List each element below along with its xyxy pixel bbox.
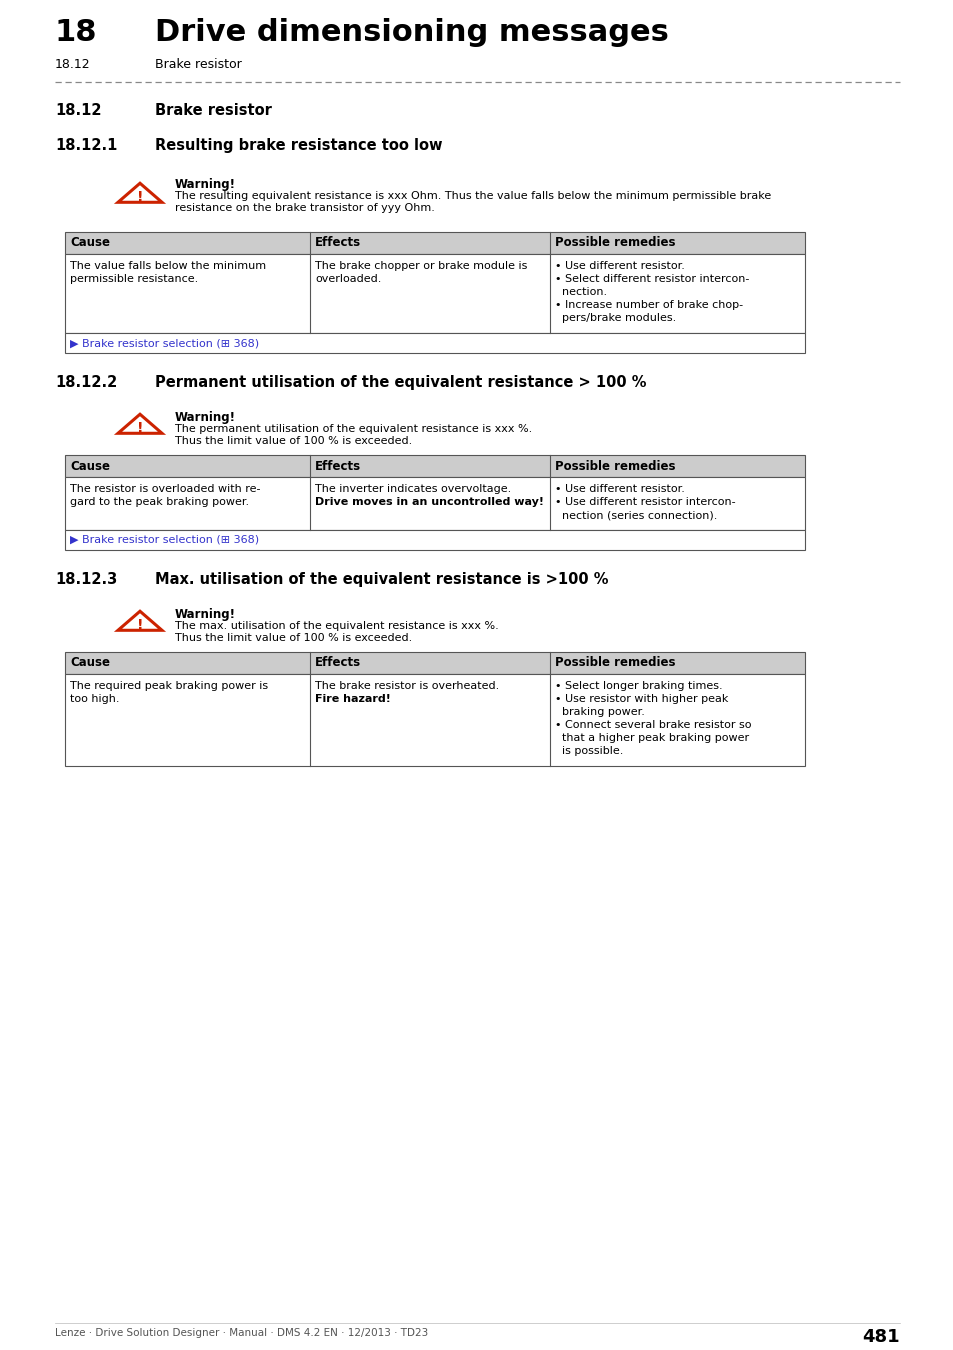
Text: • Connect several brake resistor so: • Connect several brake resistor so <box>555 720 751 730</box>
Text: The max. utilisation of the equivalent resistance is xxx %.: The max. utilisation of the equivalent r… <box>174 621 498 630</box>
Text: Possible remedies: Possible remedies <box>555 656 675 670</box>
Text: 18.12: 18.12 <box>55 58 91 72</box>
Text: Lenze · Drive Solution Designer · Manual · DMS 4.2 EN · 12/2013 · TD23: Lenze · Drive Solution Designer · Manual… <box>55 1328 428 1338</box>
Text: The resulting equivalent resistance is xxx Ohm. Thus the value falls below the m: The resulting equivalent resistance is x… <box>174 190 770 201</box>
Bar <box>65 674 804 765</box>
Text: Cause: Cause <box>70 656 110 670</box>
Text: overloaded.: overloaded. <box>314 274 381 284</box>
Text: • Select longer braking times.: • Select longer braking times. <box>555 680 721 691</box>
Bar <box>65 531 804 549</box>
Bar <box>65 333 804 352</box>
Text: Fire hazard!: Fire hazard! <box>314 694 391 703</box>
Text: Possible remedies: Possible remedies <box>555 459 675 472</box>
Text: Drive dimensioning messages: Drive dimensioning messages <box>154 18 668 47</box>
Polygon shape <box>118 184 162 202</box>
Text: !: ! <box>136 190 143 204</box>
Text: 18.12.1: 18.12.1 <box>55 138 117 153</box>
Text: 18.12.3: 18.12.3 <box>55 572 117 587</box>
Text: Cause: Cause <box>70 236 110 250</box>
Text: Thus the limit value of 100 % is exceeded.: Thus the limit value of 100 % is exceede… <box>174 633 412 643</box>
Text: The required peak braking power is: The required peak braking power is <box>70 680 268 691</box>
Polygon shape <box>118 612 162 630</box>
Text: nection (series connection).: nection (series connection). <box>555 510 717 520</box>
Text: gard to the peak braking power.: gard to the peak braking power. <box>70 497 249 508</box>
Text: • Increase number of brake chop-: • Increase number of brake chop- <box>555 300 742 310</box>
Text: braking power.: braking power. <box>555 707 644 717</box>
Text: The value falls below the minimum: The value falls below the minimum <box>70 261 266 271</box>
Text: Warning!: Warning! <box>174 410 235 424</box>
Text: Brake resistor: Brake resistor <box>154 103 272 117</box>
Text: Cause: Cause <box>70 459 110 472</box>
Text: The inverter indicates overvoltage.: The inverter indicates overvoltage. <box>314 485 511 494</box>
Text: Effects: Effects <box>314 236 361 250</box>
Text: Effects: Effects <box>314 656 361 670</box>
Text: 18: 18 <box>55 18 97 47</box>
Text: too high.: too high. <box>70 694 119 703</box>
Text: Drive moves in an uncontrolled way!: Drive moves in an uncontrolled way! <box>314 497 543 508</box>
Bar <box>65 455 804 477</box>
Text: Warning!: Warning! <box>174 608 235 621</box>
Text: Resulting brake resistance too low: Resulting brake resistance too low <box>154 138 442 153</box>
Text: resistance on the brake transistor of yyy Ohm.: resistance on the brake transistor of yy… <box>174 202 435 213</box>
Text: • Use different resistor.: • Use different resistor. <box>555 485 684 494</box>
Text: • Select different resistor intercon-: • Select different resistor intercon- <box>555 274 749 284</box>
Bar <box>65 254 804 333</box>
Text: 481: 481 <box>862 1328 899 1346</box>
Text: ▶ Brake resistor selection (⊞ 368): ▶ Brake resistor selection (⊞ 368) <box>70 535 259 545</box>
Text: !: ! <box>136 618 143 632</box>
Polygon shape <box>118 414 162 433</box>
Text: Effects: Effects <box>314 459 361 472</box>
Text: Max. utilisation of the equivalent resistance is >100 %: Max. utilisation of the equivalent resis… <box>154 572 608 587</box>
Text: The brake chopper or brake module is: The brake chopper or brake module is <box>314 261 527 271</box>
Text: that a higher peak braking power: that a higher peak braking power <box>555 733 748 743</box>
Text: is possible.: is possible. <box>555 747 622 756</box>
Text: Warning!: Warning! <box>174 178 235 190</box>
Text: Brake resistor: Brake resistor <box>154 58 241 72</box>
Text: 18.12: 18.12 <box>55 103 101 117</box>
Text: Thus the limit value of 100 % is exceeded.: Thus the limit value of 100 % is exceede… <box>174 436 412 446</box>
Text: • Use resistor with higher peak: • Use resistor with higher peak <box>555 694 727 703</box>
Text: !: ! <box>136 421 143 435</box>
Bar <box>65 477 804 531</box>
Text: permissible resistance.: permissible resistance. <box>70 274 198 284</box>
Bar <box>65 652 804 674</box>
Text: The brake resistor is overheated.: The brake resistor is overheated. <box>314 680 498 691</box>
Text: ▶ Brake resistor selection (⊞ 368): ▶ Brake resistor selection (⊞ 368) <box>70 338 259 348</box>
Text: Possible remedies: Possible remedies <box>555 236 675 250</box>
Text: Permanent utilisation of the equivalent resistance > 100 %: Permanent utilisation of the equivalent … <box>154 375 646 390</box>
Text: 18.12.2: 18.12.2 <box>55 375 117 390</box>
Text: nection.: nection. <box>555 288 606 297</box>
Text: The permanent utilisation of the equivalent resistance is xxx %.: The permanent utilisation of the equival… <box>174 424 532 433</box>
Text: • Use different resistor.: • Use different resistor. <box>555 261 684 271</box>
Text: • Use different resistor intercon-: • Use different resistor intercon- <box>555 497 735 508</box>
Bar <box>65 232 804 254</box>
Text: The resistor is overloaded with re-: The resistor is overloaded with re- <box>70 485 260 494</box>
Text: pers/brake modules.: pers/brake modules. <box>555 313 676 323</box>
